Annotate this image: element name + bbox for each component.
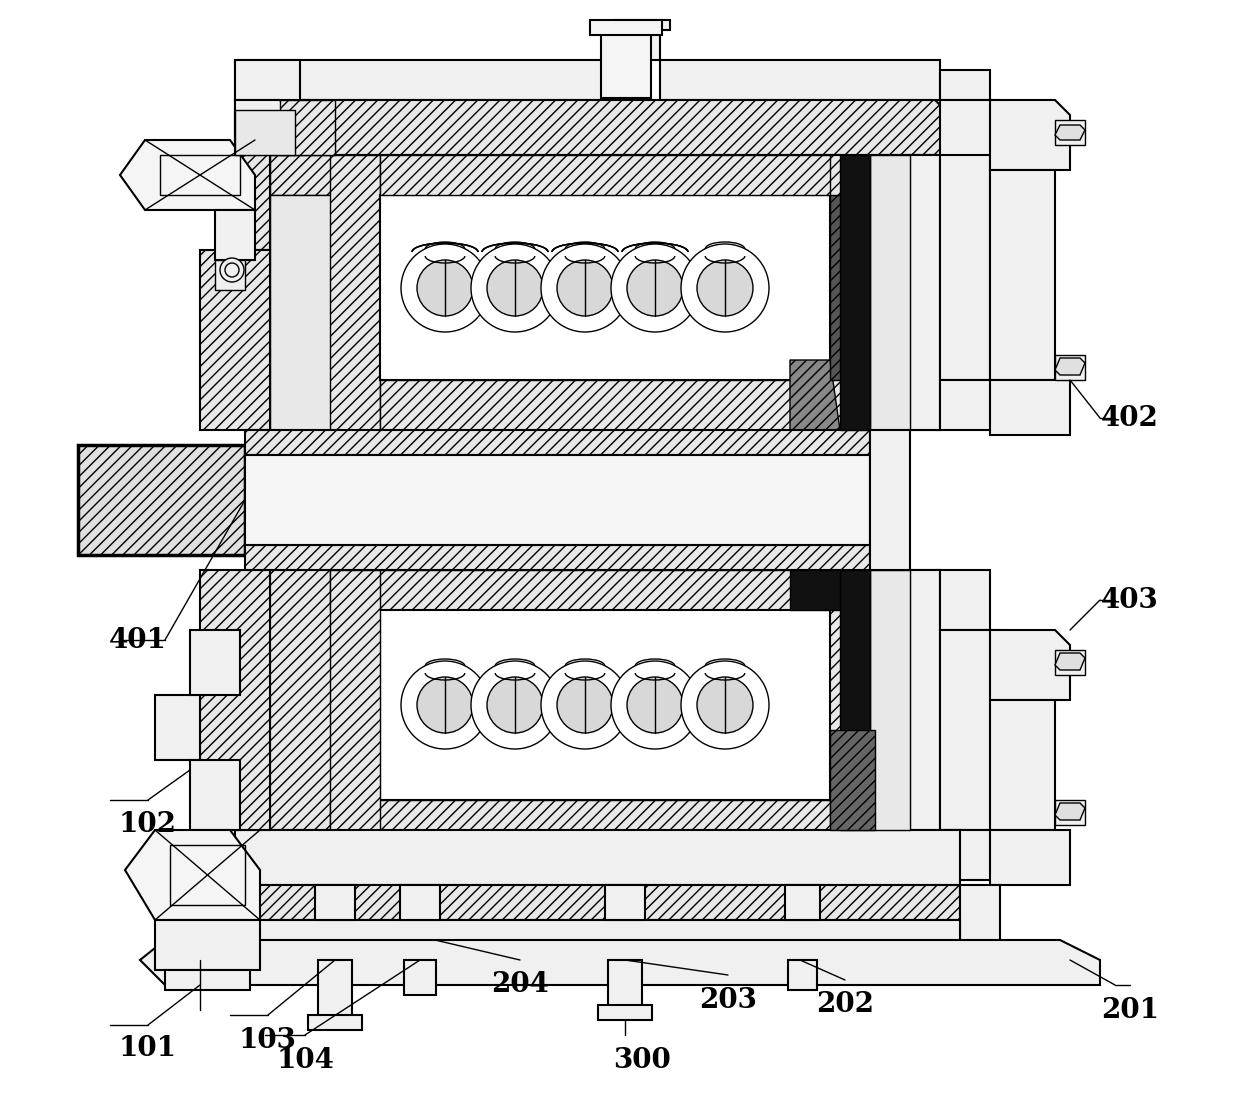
Polygon shape (1055, 651, 1085, 675)
Polygon shape (830, 195, 839, 380)
Circle shape (417, 677, 472, 733)
Text: 101: 101 (119, 1034, 177, 1062)
Polygon shape (940, 155, 990, 380)
Polygon shape (330, 800, 830, 840)
Polygon shape (125, 830, 260, 920)
Polygon shape (839, 570, 870, 830)
Circle shape (611, 661, 699, 749)
Polygon shape (787, 960, 817, 989)
Polygon shape (330, 570, 379, 830)
Polygon shape (190, 630, 241, 695)
Text: 103: 103 (239, 1027, 296, 1053)
Text: 402: 402 (1101, 405, 1159, 431)
Polygon shape (270, 155, 379, 195)
Polygon shape (990, 100, 1070, 170)
Text: 201: 201 (1101, 996, 1159, 1024)
Polygon shape (1055, 125, 1085, 140)
Polygon shape (660, 60, 940, 100)
Text: 401: 401 (109, 626, 167, 654)
Polygon shape (625, 29, 660, 60)
Polygon shape (940, 630, 999, 830)
Polygon shape (990, 170, 1055, 380)
Polygon shape (155, 920, 260, 970)
Polygon shape (605, 885, 645, 920)
Circle shape (627, 260, 683, 316)
Polygon shape (590, 20, 662, 35)
Circle shape (697, 260, 753, 316)
Polygon shape (940, 100, 999, 170)
Polygon shape (601, 29, 651, 98)
Polygon shape (308, 1015, 362, 1030)
Circle shape (417, 260, 472, 316)
Polygon shape (940, 380, 999, 430)
Polygon shape (200, 570, 270, 830)
Circle shape (401, 661, 489, 749)
Polygon shape (990, 700, 1055, 830)
Polygon shape (236, 100, 335, 155)
Polygon shape (790, 570, 839, 610)
Circle shape (627, 677, 683, 733)
Polygon shape (401, 885, 440, 920)
Circle shape (681, 244, 769, 332)
Polygon shape (790, 360, 839, 430)
Text: 102: 102 (119, 812, 177, 838)
Polygon shape (1055, 653, 1085, 670)
Polygon shape (270, 195, 379, 430)
Polygon shape (215, 210, 255, 260)
Polygon shape (315, 885, 355, 920)
Polygon shape (330, 155, 379, 430)
Polygon shape (236, 60, 625, 100)
Polygon shape (190, 760, 241, 830)
Text: 104: 104 (277, 1047, 334, 1074)
Text: 300: 300 (613, 1047, 671, 1074)
Polygon shape (236, 100, 945, 155)
Polygon shape (236, 830, 960, 885)
Circle shape (541, 661, 629, 749)
Polygon shape (830, 730, 875, 830)
Circle shape (681, 661, 769, 749)
Polygon shape (246, 455, 870, 545)
Polygon shape (78, 445, 246, 555)
Circle shape (697, 677, 753, 733)
Polygon shape (379, 155, 830, 195)
Circle shape (557, 677, 613, 733)
Polygon shape (236, 60, 300, 100)
Circle shape (401, 244, 489, 332)
Polygon shape (839, 155, 870, 430)
Polygon shape (236, 155, 270, 250)
Circle shape (487, 260, 543, 316)
Polygon shape (236, 885, 960, 920)
Polygon shape (940, 570, 990, 630)
Polygon shape (120, 140, 255, 210)
Circle shape (541, 244, 629, 332)
Polygon shape (785, 885, 820, 920)
Polygon shape (165, 970, 250, 989)
Polygon shape (246, 545, 870, 570)
Polygon shape (870, 155, 910, 430)
Text: 203: 203 (699, 986, 756, 1014)
Polygon shape (246, 430, 870, 455)
Polygon shape (1055, 120, 1085, 145)
Polygon shape (598, 1005, 652, 1020)
Polygon shape (270, 570, 940, 830)
Polygon shape (990, 830, 1070, 885)
Polygon shape (317, 960, 352, 1020)
Polygon shape (1055, 355, 1085, 380)
Text: 403: 403 (1101, 587, 1159, 613)
Polygon shape (190, 885, 236, 950)
Polygon shape (280, 100, 335, 155)
Circle shape (471, 661, 559, 749)
Polygon shape (379, 380, 830, 430)
Polygon shape (379, 610, 830, 800)
Polygon shape (140, 940, 1100, 985)
Polygon shape (870, 430, 910, 570)
Polygon shape (870, 570, 910, 830)
Polygon shape (404, 960, 436, 995)
Circle shape (557, 260, 613, 316)
Polygon shape (910, 155, 940, 430)
Text: 204: 204 (491, 972, 549, 998)
Polygon shape (615, 20, 670, 30)
Circle shape (487, 677, 543, 733)
Polygon shape (190, 920, 960, 960)
